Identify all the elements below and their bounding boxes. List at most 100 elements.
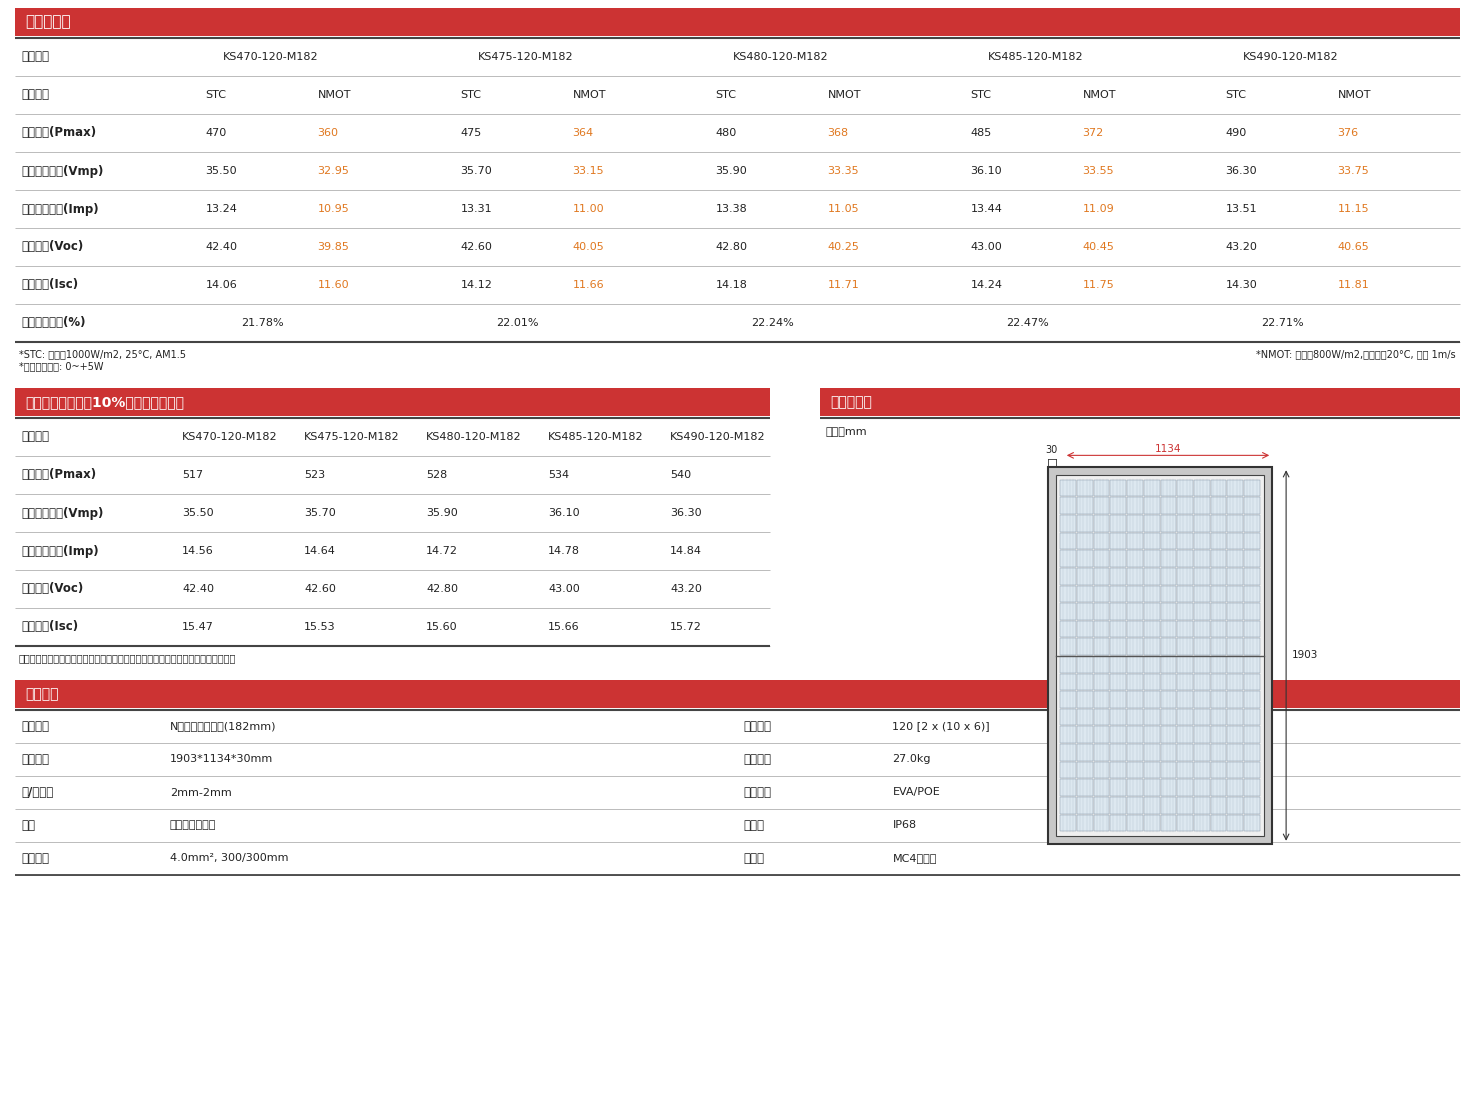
Text: 11.66: 11.66 <box>572 279 605 290</box>
Text: 14.64: 14.64 <box>304 546 336 556</box>
Text: 22.71%: 22.71% <box>1261 318 1304 328</box>
Bar <box>1227 585 1243 602</box>
Text: 测试条件: 测试条件 <box>21 89 49 102</box>
Bar <box>1211 638 1226 655</box>
Bar <box>1061 727 1077 743</box>
Bar <box>1161 692 1176 708</box>
Bar <box>1111 779 1125 796</box>
Bar <box>1061 568 1077 584</box>
Bar <box>1077 603 1093 619</box>
Text: 42.40: 42.40 <box>205 242 237 252</box>
Text: 40.05: 40.05 <box>572 242 605 252</box>
Bar <box>1111 603 1125 619</box>
Bar <box>1177 550 1193 567</box>
Bar <box>1177 814 1193 831</box>
Bar <box>1243 620 1260 638</box>
Text: 364: 364 <box>572 128 594 138</box>
Text: *功率误差范围: 0~+5W: *功率误差范围: 0~+5W <box>19 361 103 372</box>
Text: NMOT: NMOT <box>827 90 861 100</box>
Text: 14.56: 14.56 <box>181 546 214 556</box>
Text: 40.45: 40.45 <box>1083 242 1115 252</box>
Bar <box>1161 568 1176 584</box>
Bar <box>1227 744 1243 761</box>
Bar <box>1161 585 1176 602</box>
Bar <box>1127 674 1143 690</box>
Bar <box>1127 762 1143 778</box>
Bar <box>1094 674 1109 690</box>
Text: 490: 490 <box>1226 128 1246 138</box>
Bar <box>1061 744 1077 761</box>
Text: 组件尺寸图: 组件尺寸图 <box>830 395 872 409</box>
Bar <box>1177 727 1193 743</box>
Bar <box>1077 692 1093 708</box>
Text: 36.30: 36.30 <box>670 509 702 518</box>
Text: 14.18: 14.18 <box>715 279 748 290</box>
Bar <box>1094 638 1109 655</box>
Text: STC: STC <box>715 90 736 100</box>
Bar <box>1056 476 1264 835</box>
Bar <box>1111 709 1125 726</box>
Text: KS480-120-M182: KS480-120-M182 <box>733 52 829 62</box>
Bar <box>1111 585 1125 602</box>
Bar <box>1177 533 1193 549</box>
Text: 13.38: 13.38 <box>715 204 748 214</box>
Text: 13.24: 13.24 <box>205 204 237 214</box>
Bar <box>1127 744 1143 761</box>
Bar <box>1211 727 1226 743</box>
Text: 35.50: 35.50 <box>205 165 237 176</box>
Text: 13.51: 13.51 <box>1226 204 1257 214</box>
Text: NMOT: NMOT <box>1338 90 1372 100</box>
Text: 13.44: 13.44 <box>971 204 1003 214</box>
Text: 39.85: 39.85 <box>317 242 350 252</box>
Bar <box>1161 779 1176 796</box>
Text: 10.95: 10.95 <box>317 204 350 214</box>
Bar <box>1177 568 1193 584</box>
Bar <box>1143 480 1159 496</box>
Text: N型单晶硅电池片(182mm): N型单晶硅电池片(182mm) <box>170 721 276 731</box>
Bar <box>1077 480 1093 496</box>
Text: NMOT: NMOT <box>317 90 351 100</box>
Text: 360: 360 <box>317 128 339 138</box>
Bar <box>1161 727 1176 743</box>
Bar <box>1094 620 1109 638</box>
Bar <box>1211 657 1226 673</box>
Bar <box>1143 568 1159 584</box>
Text: 40.65: 40.65 <box>1338 242 1369 252</box>
Text: 22.01%: 22.01% <box>496 318 538 328</box>
Bar <box>1094 603 1109 619</box>
Bar <box>1127 638 1143 655</box>
Text: 42.40: 42.40 <box>181 584 214 594</box>
Bar <box>820 388 1460 416</box>
Text: 43.00: 43.00 <box>971 242 1002 252</box>
Bar <box>1161 603 1176 619</box>
Bar <box>1243 727 1260 743</box>
Bar <box>1127 692 1143 708</box>
Text: 33.75: 33.75 <box>1338 165 1369 176</box>
Text: 470: 470 <box>205 128 227 138</box>
Bar <box>1211 480 1226 496</box>
Bar <box>1243 674 1260 690</box>
Bar <box>1127 603 1143 619</box>
Text: 组件重量: 组件重量 <box>743 753 771 766</box>
Bar <box>1161 674 1176 690</box>
Text: 15.53: 15.53 <box>304 623 336 632</box>
Bar <box>1077 515 1093 532</box>
Bar <box>1211 533 1226 549</box>
Bar <box>1094 515 1109 532</box>
Bar <box>1111 515 1125 532</box>
Text: KS475-120-M182: KS475-120-M182 <box>304 432 400 442</box>
Bar <box>1211 585 1226 602</box>
Bar <box>1061 762 1077 778</box>
Bar <box>1177 709 1193 726</box>
Bar <box>1161 620 1176 638</box>
Text: 组件型号: 组件型号 <box>21 431 49 444</box>
Bar <box>1094 797 1109 813</box>
Text: 42.60: 42.60 <box>460 242 493 252</box>
Text: 开路电压(Voc): 开路电压(Voc) <box>21 240 83 253</box>
Bar <box>1077 762 1093 778</box>
Bar <box>1243 744 1260 761</box>
Bar <box>1161 657 1176 673</box>
Bar <box>1177 603 1193 619</box>
Bar <box>1127 585 1143 602</box>
Bar <box>1061 620 1077 638</box>
